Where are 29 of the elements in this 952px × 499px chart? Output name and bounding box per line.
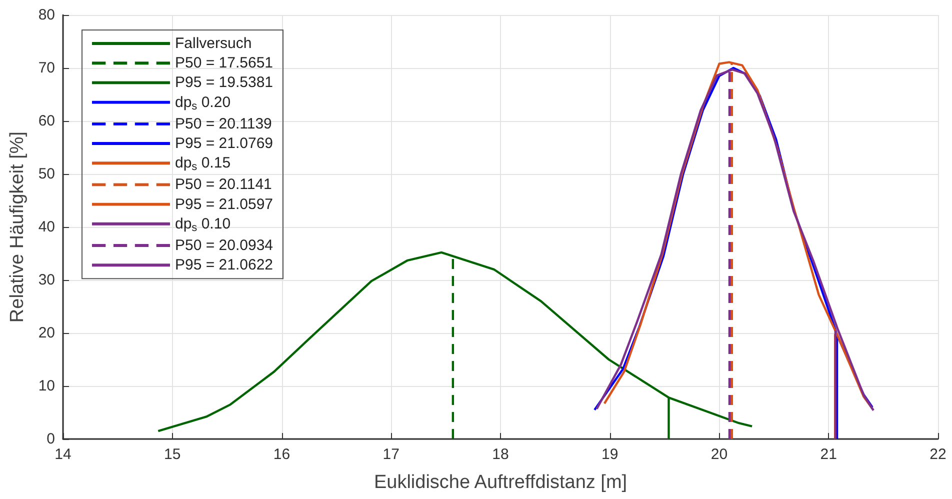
y-tick-label: 40 — [38, 218, 55, 236]
y-tick-label: 70 — [38, 60, 55, 76]
y-tick-label: 50 — [38, 166, 55, 182]
x-tick-label: 19 — [602, 446, 618, 463]
legend-label: P95 = 19.5381 — [175, 74, 274, 92]
x-tick-label: 15 — [164, 446, 181, 463]
legend-label: Fallversuch — [175, 35, 252, 52]
legend-label: P50 = 20.1139 — [175, 115, 272, 132]
y-tick-label: 20 — [38, 324, 55, 342]
legend-label: P95 = 21.0622 — [175, 256, 274, 274]
legend-label: P95 = 21.0769 — [175, 135, 274, 152]
x-tick-label: 14 — [54, 446, 72, 463]
y-tick-label: 60 — [38, 112, 55, 130]
y-tick-label: 30 — [38, 272, 55, 288]
legend-label: P50 = 17.5651 — [175, 54, 274, 72]
legend-label: P95 = 21.0597 — [175, 196, 274, 213]
x-tick-label: 16 — [273, 446, 290, 463]
legend-label: P50 = 20.0934 — [175, 237, 274, 254]
x-tick-label: 17 — [382, 446, 400, 463]
x-tick-label: 22 — [930, 446, 946, 463]
legend-label: P50 = 20.1141 — [175, 176, 272, 194]
x-tick-label: 20 — [710, 446, 728, 463]
x-tick-label: 18 — [492, 446, 509, 463]
y-axis-title: Relative Häufigkeit [%] — [7, 131, 28, 323]
x-tick-label: 21 — [820, 446, 837, 463]
x-axis-title: Euklidische Auftreffdistanz [m] — [374, 472, 628, 493]
y-tick-label: 80 — [38, 6, 55, 24]
y-tick-label: 0 — [46, 430, 55, 448]
y-tick-label: 10 — [38, 378, 55, 394]
